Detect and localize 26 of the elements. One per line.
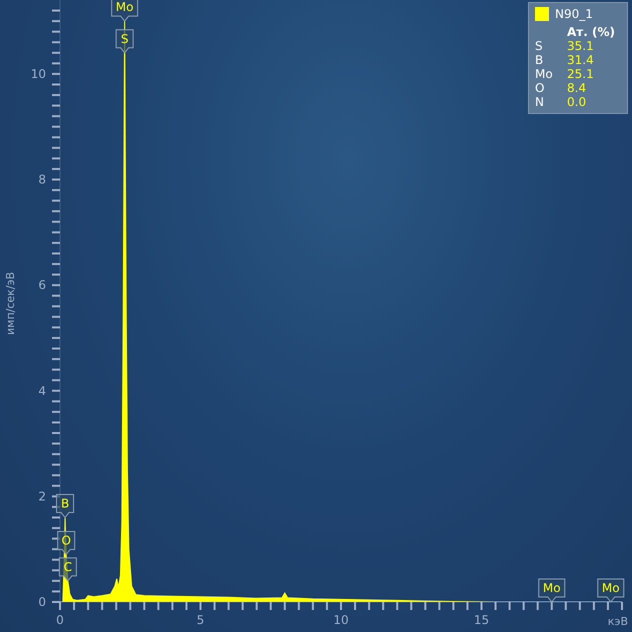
text: N 0.0 (535, 95, 586, 109)
annotation: O (61, 533, 71, 548)
annotation: S (120, 32, 128, 46)
annotation: Mo (542, 581, 561, 595)
annotation: Mo (116, 0, 134, 14)
x-axis-title: кэВ (608, 615, 628, 628)
x-tick-label: 10 (333, 613, 349, 627)
x-tick-label: 15 (474, 613, 490, 627)
y-tick-label: 0 (38, 595, 46, 609)
x-tick-label: 5 (196, 613, 204, 627)
y-tick-label: 10 (30, 66, 46, 81)
annotation: Mo (602, 581, 620, 595)
annotation: C (64, 560, 72, 574)
annotation: Ат. (%) (566, 25, 616, 39)
legend-label: N90_1 (555, 7, 593, 21)
text: B 31.4 (535, 53, 594, 67)
y-tick-label: 2 (38, 489, 46, 504)
annotation: Mo 25.1 (535, 67, 594, 81)
x-tick-label: 0 (56, 613, 64, 627)
y-tick-label: 8 (38, 172, 46, 187)
annotation: B (60, 496, 70, 511)
text: O 8.4 (535, 81, 586, 95)
text: S 35.1 (535, 39, 594, 53)
y-axis-title: имп/сек/эВ (4, 272, 17, 335)
y-tick-label: 6 (38, 278, 46, 292)
y-tick-label: 4 (38, 384, 46, 398)
